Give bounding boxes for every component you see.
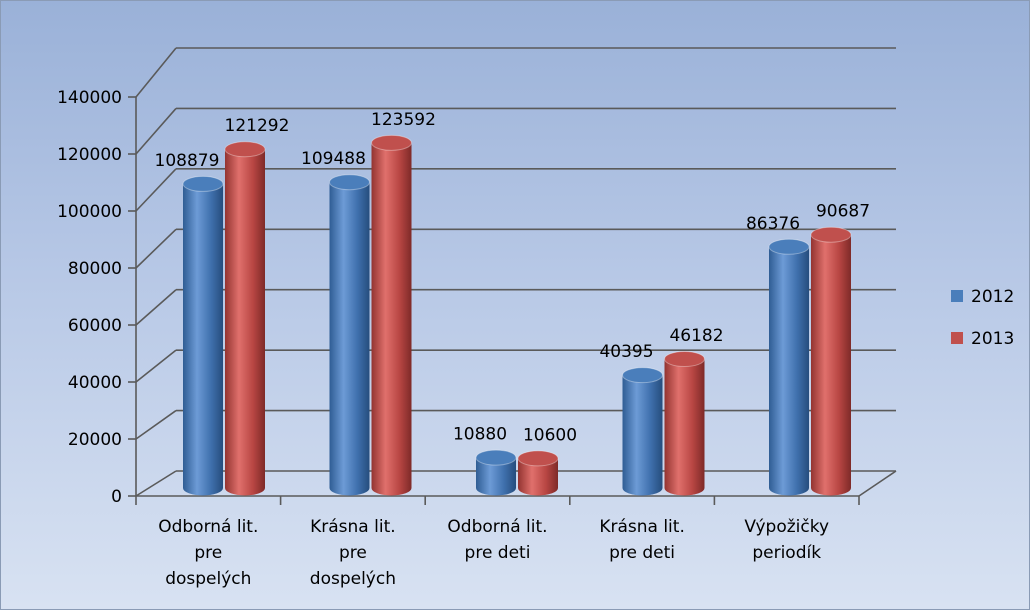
data-label: 90687 [816,202,870,222]
bar-body [225,149,265,496]
data-label: 10880 [453,425,507,445]
bar-top [810,226,852,243]
data-labels: 108879 109488 10880 40395 86376 121292 123592 1… [155,110,871,446]
bar-body [476,457,516,496]
grid-depth-line [135,470,177,497]
y-axis-tick-labels: 0 20000 40000 60000 80000 100000 120000 140000 [57,88,122,507]
legend-label: 2012 [971,287,1014,307]
bar [622,367,663,496]
grid-depth-line [135,168,177,212]
data-label: 123592 [371,110,436,130]
bar-body [329,182,370,496]
grid-depth-line [135,228,177,269]
y-tick-label: 100000 [57,202,122,222]
bar-body [664,359,705,496]
x-axis-category-labels: Odborná lit. pre dospelých Krásna lit. pre do… [158,517,829,589]
data-label: 40395 [599,342,653,362]
y-tick-label: 40000 [68,373,122,393]
y-tick-label: 140000 [57,88,122,108]
x-category-label: Odborná lit. pre deti [447,517,547,563]
grid-lines [135,47,896,497]
bar [224,141,266,496]
y-tick-label: 60000 [68,316,122,336]
bar [664,351,705,496]
data-label: 10600 [523,425,577,445]
legend-swatch [951,290,963,302]
data-label: 86376 [746,214,800,234]
bar-body [811,234,851,496]
x-category-label: Odborná lit. pre dospelých [158,517,258,589]
data-label: 108879 [155,151,220,171]
legend-label: 2013 [971,329,1014,349]
x-category-label: Výpožičky periodík [744,517,829,563]
bar-top [329,174,370,191]
bar-top [517,450,559,467]
bar [371,134,412,496]
x-category-label: Krásna lit. pre dospelých [310,517,396,589]
bar-top [768,238,810,255]
bar-top [664,351,705,368]
grid-depth-line [135,409,177,440]
bar-top [371,134,412,151]
bar-top [622,367,663,384]
bar [329,174,370,496]
bar-top [224,141,266,158]
y-tick-label: 20000 [68,430,122,450]
bar [810,226,852,496]
bar-body [622,375,663,496]
bar-body [183,183,223,496]
bar-body [769,246,809,496]
y-tick-label: 0 [111,487,122,507]
grid-depth-line [135,107,177,155]
bar [768,238,810,496]
legend-swatch [951,332,963,344]
floor-depth-line [858,470,897,497]
axes [128,96,897,505]
data-label: 109488 [301,149,366,169]
y-tick-label: 120000 [57,145,122,165]
bar [475,449,517,496]
data-label: 121292 [225,116,290,136]
x-category-label: Krásna lit. pre deti [599,517,685,563]
bar-top [182,175,224,192]
y-tick-label: 80000 [68,259,122,279]
legend: 2012 2013 [951,287,1014,349]
bar-body [518,458,558,496]
bar [517,450,559,496]
grid-depth-line [135,47,177,98]
bar-body [371,142,412,496]
grid-depth-line [135,349,177,383]
data-label: 46182 [669,326,723,346]
grid-depth-line [135,289,177,326]
bars [182,134,852,496]
bar [182,175,224,496]
bar-top [475,449,517,466]
